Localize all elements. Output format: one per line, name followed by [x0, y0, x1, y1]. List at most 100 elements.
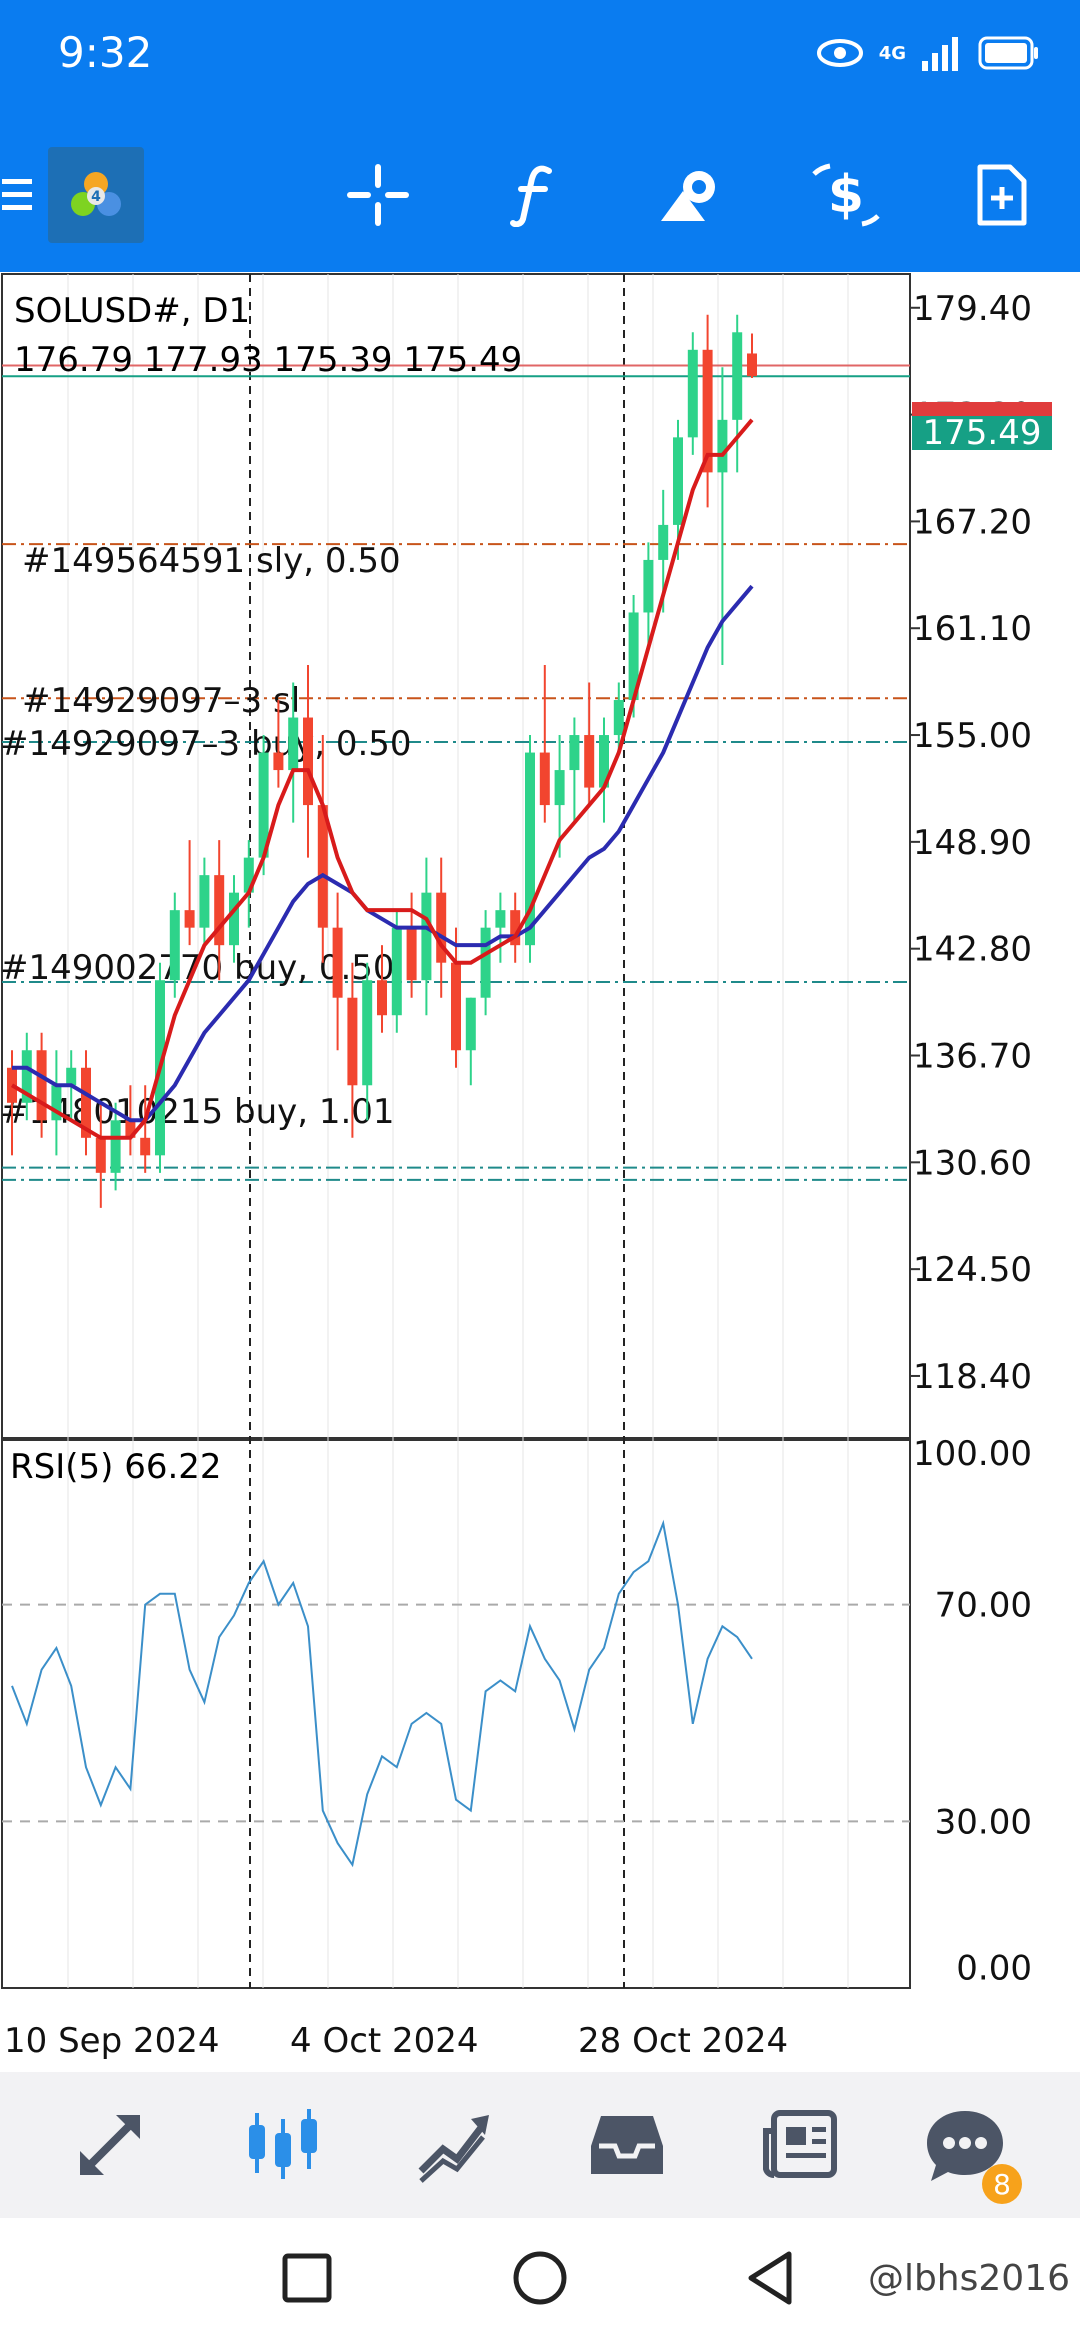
- candle-body: [391, 927, 402, 1016]
- rsi-line: [11, 1519, 753, 1868]
- function-icon: [510, 165, 552, 227]
- ask-price-tag: [912, 402, 1052, 416]
- new-document-icon: [977, 164, 1027, 226]
- candle-body: [465, 997, 476, 1051]
- candle-body: [510, 910, 521, 946]
- news-icon: [763, 2110, 837, 2178]
- ma-fast-line: [10, 418, 754, 1140]
- candle-body: [717, 419, 728, 473]
- nav-chart[interactable]: [390, 2072, 520, 2218]
- trade-button[interactable]: $: [798, 140, 894, 250]
- candle-body: [569, 735, 580, 771]
- candle-body: [184, 910, 195, 928]
- status-icons: 4G: [816, 30, 1040, 76]
- candle-body: [747, 353, 757, 377]
- chart-trend-icon: [418, 2115, 489, 2183]
- rsi-tick-label: 100.00: [913, 1434, 1032, 1474]
- candle-body: [36, 1050, 47, 1121]
- price-tick-label: 136.70: [913, 1037, 1032, 1077]
- candle-body: [687, 349, 698, 438]
- candle-body: [658, 524, 669, 560]
- candle-body: [377, 980, 387, 1016]
- new-order-button[interactable]: [954, 140, 1050, 250]
- trade-arrows-icon: [80, 2115, 140, 2175]
- order-lines: #149564591 sly, 0.50 #14929097–3 sl#14929…: [0, 541, 910, 1181]
- nav-trade[interactable]: [45, 2072, 175, 2218]
- order-label: #149002770 buy, 0.50: [0, 948, 395, 988]
- candle-body: [81, 1067, 91, 1138]
- back-button[interactable]: [725, 2248, 815, 2308]
- recents-button[interactable]: [262, 2248, 352, 2308]
- nav-history[interactable]: [562, 2072, 692, 2218]
- date-tick-label: 28 Oct 2024: [578, 2021, 788, 2061]
- main-pane-frame: [1, 273, 911, 1439]
- current-price-value: 175.49: [923, 413, 1042, 453]
- candle-body: [732, 332, 743, 420]
- eye-icon: [816, 39, 863, 67]
- candle-body: [66, 1067, 77, 1086]
- metatrader-logo: 4: [48, 147, 144, 243]
- candle-body: [303, 717, 313, 806]
- candle-body: [317, 805, 328, 928]
- crosshair-button[interactable]: [330, 140, 426, 250]
- ohlc-label: 176.79 177.93 175.39 175.49: [14, 340, 522, 380]
- crosshair-icon: [347, 164, 409, 226]
- network-type: 4G: [878, 42, 906, 64]
- svg-text:$: $: [828, 165, 864, 225]
- candle-body: [406, 927, 417, 981]
- app-logo[interactable]: 4: [48, 140, 144, 250]
- svg-text:4: 4: [91, 189, 101, 205]
- chat-badge: 8: [982, 2164, 1022, 2204]
- price-tick-label: 179.40: [913, 289, 1032, 329]
- candle-body: [125, 1120, 136, 1138]
- rsi-tick-label: 70.00: [935, 1586, 1032, 1626]
- candle-body: [495, 910, 506, 928]
- price-chart[interactable]: #149564591 sly, 0.50 #14929097–3 sl#14929…: [0, 272, 1080, 2072]
- menu-button[interactable]: [0, 140, 34, 250]
- order-label: #149564591 sly, 0.50: [22, 541, 401, 581]
- candle-body: [554, 770, 565, 806]
- price-tick-label: 124.50: [913, 1250, 1032, 1290]
- price-tick-label: 148.90: [913, 823, 1032, 863]
- home-button[interactable]: [495, 2248, 585, 2308]
- rsi-polyline: [11, 1519, 753, 1868]
- candle-body: [643, 559, 654, 613]
- candle-body: [110, 1120, 121, 1173]
- chart-area[interactable]: #149564591 sly, 0.50 #14929097–3 sl #14929…: [0, 272, 1080, 2072]
- current-price-tag: [912, 414, 1052, 450]
- chart-toolbar: 4 $: [0, 140, 1080, 250]
- signal-icon: [922, 37, 958, 71]
- app-header: 9:32 4G 4 $: [0, 0, 1080, 272]
- quotes-candles-icon: [249, 2109, 317, 2179]
- trade-dollar-icon: $: [812, 163, 880, 227]
- candle-body: [436, 892, 447, 963]
- rsi-label: RSI(5) 66.22: [10, 1447, 222, 1487]
- price-tick-label: 118.40: [913, 1357, 1032, 1397]
- candles: [7, 314, 757, 1208]
- indicators-button[interactable]: [486, 140, 582, 250]
- candle-body: [525, 752, 535, 946]
- candle-body: [199, 875, 210, 928]
- inbox-icon: [591, 2116, 663, 2174]
- ma-slow-line: [12, 584, 754, 1123]
- back-triangle-icon: [748, 2251, 792, 2305]
- order-label: #14929097–3 buy, 0.50: [0, 724, 412, 764]
- candle-body: [702, 349, 713, 473]
- bottom-navigation: 8: [0, 2072, 1080, 2218]
- date-tick-label: 4 Oct 2024: [290, 2021, 479, 2061]
- order-label: #14929097–3 sl: [22, 681, 300, 721]
- watermark: @lbhs2016: [867, 2258, 1070, 2299]
- objects-icon: [661, 171, 715, 221]
- candle-body: [673, 437, 683, 525]
- nav-quotes[interactable]: [218, 2072, 348, 2218]
- objects-button[interactable]: [642, 140, 738, 250]
- price-tick-label: 161.10: [913, 609, 1032, 649]
- nav-chat[interactable]: 8: [900, 2072, 1030, 2218]
- candle-body: [258, 752, 269, 858]
- candle-body: [51, 1085, 62, 1121]
- rsi-tick-label: 30.00: [935, 1802, 1032, 1842]
- hamburger-icon: [2, 179, 32, 210]
- candle-body: [599, 735, 609, 788]
- candle-body: [214, 875, 225, 946]
- nav-news[interactable]: [735, 2072, 865, 2218]
